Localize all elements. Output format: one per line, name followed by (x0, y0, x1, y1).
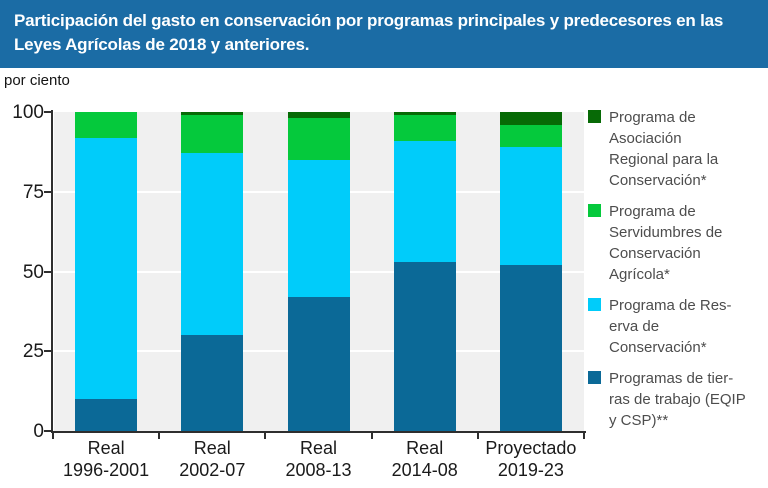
legend-swatch-working-lands (588, 371, 601, 384)
bar-segment-s3-c4 (499, 112, 562, 125)
legend-label-rcpp: Programa de Asociación Regional para la … (609, 109, 719, 189)
legend-label-working-lands: Programas de tier- ras de trabajo (EQIP … (609, 370, 746, 429)
bar-segment-s3-c3 (393, 112, 456, 116)
y-tick (44, 190, 52, 193)
x-tick (370, 433, 373, 439)
bar-segment-s3-c2 (287, 112, 350, 119)
bar-segment-s0-c4 (499, 265, 562, 431)
bar-segment-s0-c3 (393, 261, 456, 431)
bar-segment-s2-c4 (499, 124, 562, 148)
y-tick (44, 111, 52, 113)
x-category-label: Real 2008-13 (285, 438, 352, 480)
legend-swatch-rcpp (588, 110, 601, 123)
y-tick-label: 75 (22, 181, 44, 203)
x-category-label: Proyectado 2019-23 (485, 438, 577, 480)
x-tick (264, 433, 267, 439)
bar-segment-s1-c2 (287, 159, 350, 298)
x-category-label: Real 2014-08 (391, 438, 458, 480)
legend: Programa de Asociación Regional para la … (588, 107, 766, 441)
legend-item-crp: Programa de Res- erva de Conservación* (588, 295, 766, 358)
y-tick (44, 350, 52, 353)
y-axis-unit-label: por ciento (4, 72, 70, 89)
x-category-label: Real 2002-07 (179, 438, 246, 480)
legend-label-acep: Programa de Servidumbres de Conservación… (609, 203, 723, 283)
bar-segment-s0-c0 (75, 399, 138, 431)
header-banner: Participación del gasto en conservación … (0, 0, 768, 68)
legend-item-working-lands: Programas de tier- ras de trabajo (EQIP … (588, 368, 766, 431)
y-axis-line (51, 110, 53, 433)
bar-segment-s1-c0 (75, 137, 138, 400)
x-axis-line (51, 431, 586, 433)
chart-title: Participación del gasto en conservación … (14, 11, 724, 54)
y-tick (44, 430, 52, 432)
x-tick (158, 433, 161, 439)
x-tick (52, 433, 54, 439)
legend-item-acep: Programa de Servidumbres de Conservación… (588, 201, 766, 285)
x-category-label: Real 1996-2001 (63, 438, 150, 480)
legend-item-rcpp: Programa de Asociación Regional para la … (588, 107, 766, 191)
plot-area (54, 112, 584, 431)
bar-segment-s1-c1 (181, 153, 244, 336)
bar-segment-s1-c3 (393, 140, 456, 262)
bar-segment-s1-c4 (499, 147, 562, 266)
bar-segment-s0-c2 (287, 297, 350, 431)
x-tick (476, 433, 479, 439)
y-tick-label: 50 (22, 261, 44, 283)
x-tick (583, 433, 585, 439)
y-tick-label: 0 (33, 421, 44, 442)
legend-swatch-crp (588, 298, 601, 311)
bar-segment-s2-c3 (393, 115, 456, 141)
y-tick (44, 270, 52, 273)
bar-segment-s2-c2 (287, 118, 350, 160)
legend-label-crp: Programa de Res- erva de Conservación* (609, 297, 732, 356)
bar-segment-s2-c1 (181, 115, 244, 154)
y-tick-label: 100 (12, 102, 44, 123)
bar-segment-s3-c1 (181, 112, 244, 116)
y-tick-label: 25 (22, 341, 44, 363)
bar-segment-s0-c1 (181, 335, 244, 431)
bar-segment-s2-c0 (75, 112, 138, 138)
legend-swatch-acep (588, 204, 601, 217)
